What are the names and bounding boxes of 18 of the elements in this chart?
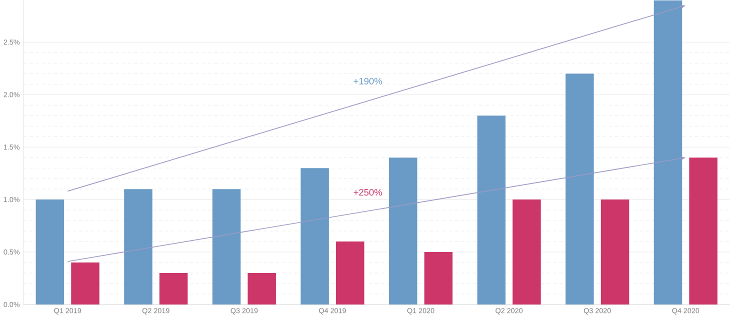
bar [477, 116, 506, 305]
bar [424, 252, 453, 305]
bar [600, 200, 630, 305]
annotation: +250% [354, 189, 382, 196]
annotation: +190% [354, 78, 382, 84]
bar [336, 242, 364, 305]
bar [566, 74, 594, 305]
bar [248, 273, 276, 305]
bar [689, 158, 718, 305]
bar [388, 158, 418, 305]
bar [36, 200, 64, 305]
bar [159, 273, 188, 305]
bar [654, 0, 682, 305]
bar [512, 200, 541, 305]
bar [124, 189, 152, 305]
bar [71, 262, 100, 305]
bar [300, 168, 329, 305]
bar [212, 189, 241, 305]
